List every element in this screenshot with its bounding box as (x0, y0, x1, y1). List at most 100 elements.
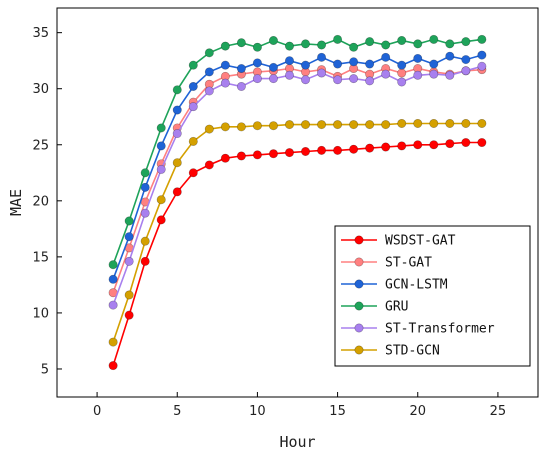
data-point (268, 121, 278, 131)
data-point (124, 256, 134, 266)
data-point (397, 141, 407, 151)
legend-label: GCN-LSTM (385, 278, 448, 293)
data-point (188, 60, 198, 70)
data-point (333, 145, 343, 155)
data-point (461, 37, 471, 47)
series-4 (108, 61, 487, 310)
y-tick-label: 15 (32, 250, 49, 265)
data-point (397, 77, 407, 87)
data-point (204, 48, 214, 58)
data-point (220, 122, 230, 132)
x-axis: 0 5 10 15 20 25 (93, 392, 506, 419)
data-point (301, 39, 311, 49)
data-point (413, 39, 423, 49)
data-point (268, 74, 278, 84)
data-point (172, 158, 182, 168)
legend-label: GRU (385, 300, 408, 315)
data-point (477, 61, 487, 71)
data-point (349, 57, 359, 67)
data-point (461, 138, 471, 148)
y-tick-label: 25 (32, 138, 49, 153)
data-point (413, 140, 423, 150)
data-point (349, 42, 359, 52)
series-2 (108, 50, 487, 284)
data-point (108, 300, 118, 310)
x-tick-label: 10 (249, 404, 266, 419)
data-point (124, 290, 134, 300)
data-point (413, 70, 423, 80)
data-point (461, 55, 471, 65)
data-point (236, 64, 246, 74)
data-point (333, 34, 343, 44)
data-point (108, 260, 118, 270)
data-point (108, 274, 118, 284)
data-point (301, 146, 311, 156)
legend-item: WSDST-GAT (341, 234, 456, 249)
legend-item: GRU (341, 300, 408, 315)
data-point (172, 105, 182, 115)
data-point (284, 41, 294, 51)
data-point (413, 118, 423, 128)
x-tick-label: 25 (490, 404, 507, 419)
data-point (108, 361, 118, 371)
data-point (381, 40, 391, 50)
data-point (429, 34, 439, 44)
data-point (108, 337, 118, 347)
data-point (477, 138, 487, 148)
data-point (349, 120, 359, 130)
data-point (220, 41, 230, 51)
data-point (317, 68, 327, 78)
data-point (445, 139, 455, 149)
data-point (124, 310, 134, 320)
legend-box (334, 225, 531, 367)
data-point (349, 74, 359, 84)
legend-swatch-marker (354, 323, 364, 333)
data-point (220, 60, 230, 70)
legend-item: STD-GCN (341, 344, 440, 359)
data-point (220, 153, 230, 163)
legend-item: ST-Transformer (341, 322, 495, 337)
data-point (429, 69, 439, 79)
data-point (429, 59, 439, 69)
data-point (381, 52, 391, 62)
data-point (252, 42, 262, 52)
y-tick-label: 20 (32, 194, 49, 209)
data-point (445, 39, 455, 49)
legend: WSDST-GAT ST-GAT GCN-LSTM GRU ST-Transformer… (334, 225, 531, 367)
data-point (301, 75, 311, 85)
data-point (349, 144, 359, 154)
data-point (317, 52, 327, 62)
y-axis: 5 10 15 20 25 30 35 (32, 26, 62, 377)
data-point (429, 140, 439, 150)
data-point (397, 60, 407, 70)
data-point (140, 168, 150, 178)
legend-item: GCN-LSTM (341, 278, 448, 293)
legend-label: STD-GCN (385, 344, 440, 359)
data-point (333, 75, 343, 85)
plot-frame (56, 7, 539, 398)
data-point (445, 118, 455, 128)
data-point (188, 102, 198, 112)
series-5 (108, 118, 487, 347)
data-point (445, 51, 455, 61)
x-tick-label: 15 (329, 404, 346, 419)
data-point (236, 38, 246, 48)
legend-swatch-marker (354, 257, 364, 267)
y-tick-label: 10 (32, 306, 49, 321)
data-point (301, 60, 311, 70)
data-point (172, 85, 182, 95)
data-point (333, 120, 343, 130)
data-point (397, 118, 407, 128)
data-point (204, 67, 214, 77)
legend-swatch-marker (354, 279, 364, 289)
data-point (365, 120, 375, 130)
data-point (365, 76, 375, 86)
x-axis-title: Hour (279, 433, 315, 451)
data-point (365, 59, 375, 69)
data-point (284, 120, 294, 130)
data-point (381, 120, 391, 130)
y-tick-label: 30 (32, 82, 49, 97)
data-point (156, 123, 166, 133)
data-point (124, 216, 134, 226)
